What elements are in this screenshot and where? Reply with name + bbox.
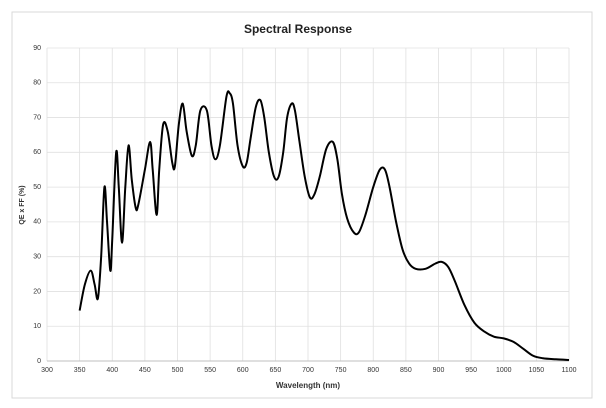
y-tick-label: 90 xyxy=(33,45,41,52)
x-tick-label: 450 xyxy=(139,367,151,374)
data-line xyxy=(78,90,570,361)
x-tick-label: 400 xyxy=(106,367,118,374)
x-tick-label: 650 xyxy=(270,367,282,374)
x-tick-label: 900 xyxy=(433,367,445,374)
y-tick-label: 30 xyxy=(33,254,41,261)
x-tick-label: 750 xyxy=(335,367,347,374)
chart-title: Spectral Response xyxy=(244,22,352,36)
x-tick-label: 800 xyxy=(367,367,379,374)
x-tick-label: 1100 xyxy=(561,367,576,374)
y-tick-label: 0 xyxy=(37,358,41,365)
x-tick-label: 350 xyxy=(74,367,86,374)
x-tick-label: 1000 xyxy=(496,367,512,374)
x-tick-label: 850 xyxy=(400,367,412,374)
y-tick-label: 40 xyxy=(33,219,41,226)
y-tick-label: 80 xyxy=(33,80,41,87)
y-tick-label: 50 xyxy=(33,184,41,191)
chart-frame xyxy=(11,11,593,399)
y-axis-label: QE x FF (%) xyxy=(19,185,26,224)
x-tick-label: 1050 xyxy=(529,367,545,374)
y-tick-label: 60 xyxy=(33,149,41,156)
y-tick-label: 70 xyxy=(33,114,41,121)
x-tick-label: 700 xyxy=(302,367,314,374)
x-tick-label: 950 xyxy=(465,367,477,374)
x-tick-label: 500 xyxy=(172,367,184,374)
y-tick-label: 20 xyxy=(33,288,41,295)
x-tick-label: 600 xyxy=(237,367,249,374)
y-tick-label: 10 xyxy=(33,323,41,330)
x-axis-label: Wavelength (nm) xyxy=(276,381,340,390)
x-tick-label: 550 xyxy=(204,367,216,374)
x-tick-label: 300 xyxy=(41,367,53,374)
